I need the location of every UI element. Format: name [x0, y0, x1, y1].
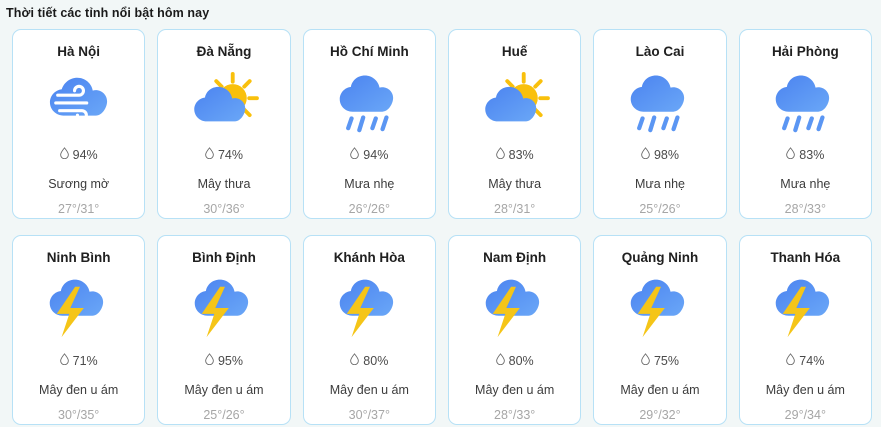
card-city-name: Thanh Hóa [770, 250, 841, 265]
humidity-row: 74% [786, 353, 824, 369]
weather-card-6[interactable]: Hải Phòng 83% Mưa nhẹ 28°/33° [738, 29, 872, 219]
condition-text: Mây đen u ám [39, 383, 119, 397]
card-city-name: Hà Nội [57, 44, 101, 59]
humidity-row: 95% [205, 353, 243, 369]
weather-card-7[interactable]: Ninh Bình 71% Mây đen u ám 30°/35° [12, 235, 146, 425]
condition-text: Mây đen u ám [475, 383, 555, 397]
condition-text: Mưa nhẹ [344, 177, 395, 191]
condition-text: Mưa nhẹ [634, 177, 686, 191]
water-drop-icon [205, 353, 214, 369]
weather-card-grid: Hà Nội 94% Sương mờ 27°/31° Đà Nẵng 74% … [0, 21, 881, 425]
humidity-value: 98% [653, 148, 679, 162]
temperature-range: 30°/36° [203, 202, 245, 216]
humidity-row: 80% [350, 353, 388, 369]
cloud-thunderstorm-icon [619, 277, 701, 339]
water-drop-icon [495, 353, 505, 369]
sun-behind-cloud-icon [474, 71, 556, 133]
temperature-range: 28°/33° [784, 202, 826, 216]
humidity-value: 74% [217, 148, 243, 162]
humidity-value: 75% [653, 354, 679, 368]
humidity-value: 83% [799, 148, 825, 162]
cloud-thunderstorm-icon [764, 277, 846, 339]
humidity-value: 94% [72, 148, 98, 162]
humidity-value: 80% [363, 354, 389, 368]
condition-text: Mây thưa [197, 177, 251, 191]
cloud-thunderstorm-icon [328, 277, 410, 339]
temperature-range: 26°/26° [348, 202, 390, 216]
temperature-range: 29°/32° [639, 408, 681, 422]
condition-text: Mây thưa [488, 177, 542, 191]
weather-card-11[interactable]: Quảng Ninh 75% Mây đen u ám 29°/32° [593, 235, 727, 425]
sun-behind-cloud-icon [183, 71, 265, 133]
cloud-wind-icon [38, 71, 120, 133]
condition-text: Mây đen u ám [329, 383, 409, 397]
temperature-range: 29°/34° [784, 408, 826, 422]
water-drop-icon [786, 353, 796, 369]
humidity-row: 94% [350, 147, 388, 163]
card-city-name: Quảng Ninh [621, 250, 699, 265]
card-city-name: Bình Định [192, 250, 256, 265]
page-title: Thời tiết các tỉnh nổi bật hôm nay [6, 6, 210, 20]
cloud-rain-icon [328, 71, 410, 133]
water-drop-icon [786, 147, 796, 163]
temperature-range: 27°/31° [58, 202, 100, 216]
water-drop-icon [205, 147, 214, 163]
humidity-row: 71% [59, 353, 98, 369]
humidity-row: 83% [495, 147, 534, 163]
water-drop-icon [350, 147, 360, 163]
humidity-value: 74% [799, 354, 825, 368]
cloud-rain-icon [764, 71, 846, 133]
water-drop-icon [59, 147, 69, 163]
weather-card-1[interactable]: Hà Nội 94% Sương mờ 27°/31° [12, 29, 146, 219]
condition-text: Mây đen u ám [184, 383, 264, 397]
card-city-name: Huế [501, 44, 528, 59]
water-drop-icon [641, 353, 650, 369]
humidity-row: 98% [641, 147, 679, 163]
weather-card-9[interactable]: Khánh Hòa 80% Mây đen u ám 30°/37° [302, 235, 436, 425]
humidity-row: 94% [59, 147, 98, 163]
water-drop-icon [350, 353, 360, 369]
card-city-name: Lào Cai [635, 44, 685, 59]
weather-card-10[interactable]: Nam Định 80% Mây đen u ám 28°/33° [447, 235, 582, 425]
weather-card-12[interactable]: Thanh Hóa 74% Mây đen u ám 29°/34° [738, 235, 872, 425]
temperature-range: 28°/33° [494, 408, 536, 422]
humidity-value: 83% [508, 148, 534, 162]
water-drop-icon [641, 147, 650, 163]
water-drop-icon [495, 147, 505, 163]
temperature-range: 25°/26° [639, 202, 681, 216]
humidity-row: 75% [641, 353, 679, 369]
card-city-name: Hồ Chí Minh [329, 44, 409, 59]
card-city-name: Hải Phòng [771, 44, 839, 59]
card-city-name: Ninh Bình [46, 250, 111, 265]
cloud-rain-icon [619, 71, 701, 133]
cloud-thunderstorm-icon [474, 277, 556, 339]
humidity-value: 94% [363, 148, 389, 162]
card-city-name: Đà Nẵng [196, 44, 252, 59]
water-drop-icon [59, 353, 69, 369]
condition-text: Mây đen u ám [620, 383, 700, 397]
condition-text: Mây đen u ám [765, 383, 845, 397]
card-city-name: Nam Định [483, 250, 547, 265]
temperature-range: 30°/35° [58, 408, 100, 422]
condition-text: Sương mờ [48, 177, 110, 191]
temperature-range: 30°/37° [348, 408, 390, 422]
weather-card-8[interactable]: Bình Định 95% Mây đen u ám 25°/26° [157, 235, 291, 425]
temperature-range: 25°/26° [203, 408, 245, 422]
humidity-row: 74% [205, 147, 243, 163]
humidity-value: 80% [508, 354, 534, 368]
humidity-row: 80% [495, 353, 534, 369]
humidity-value: 71% [72, 354, 98, 368]
card-city-name: Khánh Hòa [333, 250, 405, 265]
weather-card-4[interactable]: Huế 83% Mây thưa 28°/31° [447, 29, 582, 219]
temperature-range: 28°/31° [494, 202, 536, 216]
condition-text: Mưa nhẹ [780, 177, 831, 191]
humidity-row: 83% [786, 147, 824, 163]
weather-card-5[interactable]: Lào Cai 98% Mưa nhẹ 25°/26° [593, 29, 727, 219]
humidity-value: 95% [217, 354, 243, 368]
weather-card-2[interactable]: Đà Nẵng 74% Mây thưa 30°/36° [157, 29, 291, 219]
cloud-thunderstorm-icon [38, 277, 120, 339]
cloud-thunderstorm-icon [183, 277, 265, 339]
weather-card-3[interactable]: Hồ Chí Minh 94% Mưa nhẹ 26°/26° [302, 29, 436, 219]
